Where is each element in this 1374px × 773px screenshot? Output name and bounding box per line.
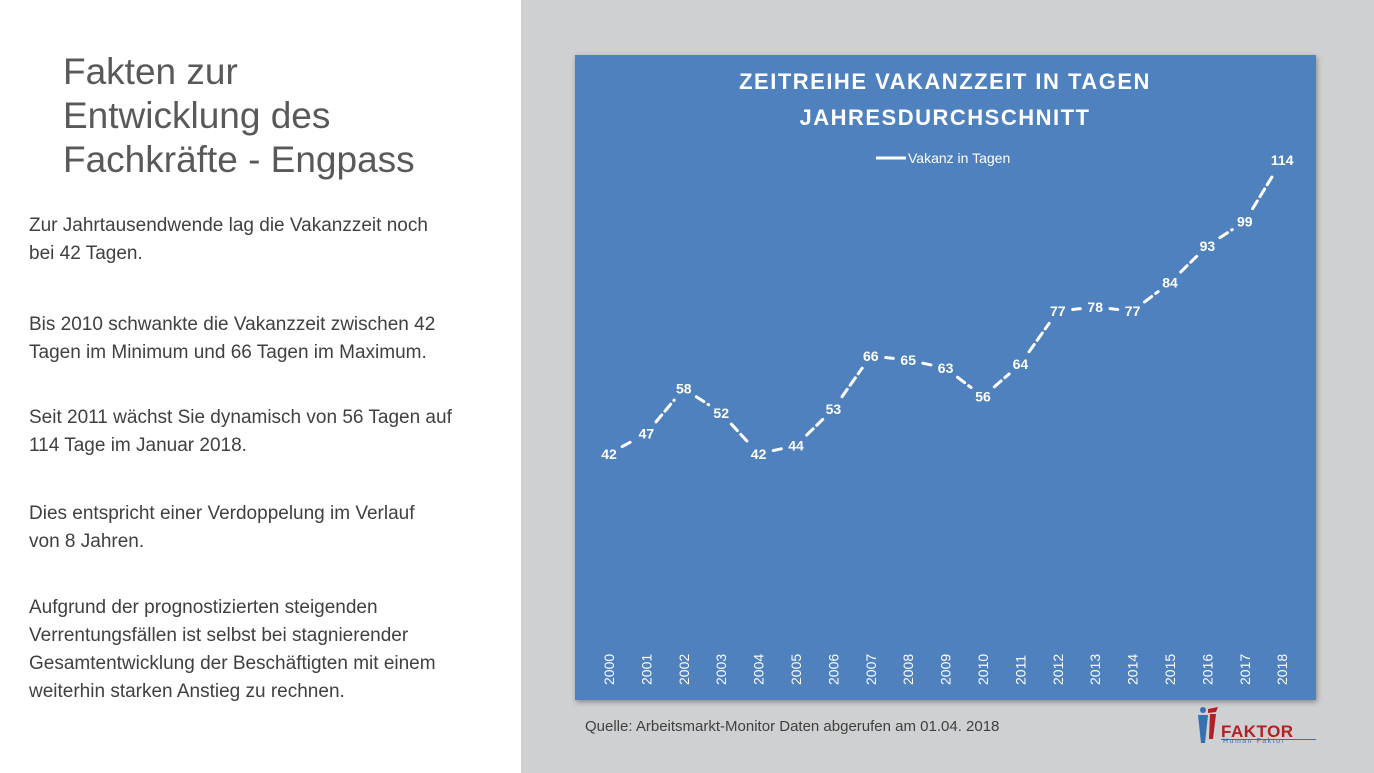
line-segment-2013-2014 (1108, 307, 1120, 311)
paragraph-line: Gesamtentwicklung der Beschäftigten mit … (29, 653, 436, 674)
logo-wordmark: FAKTOR (1221, 722, 1294, 741)
line-segment-2017-2018 (1251, 171, 1276, 211)
x-tick-label-2015: 2015 (1162, 654, 1178, 685)
line-segment-2007-2008 (884, 356, 895, 360)
chart-subtitle: JAHRESDURCHSCHNITT (799, 105, 1090, 130)
data-label-2008: 65 (900, 352, 916, 368)
paragraph-line: Tagen im Minimum und 66 Tagen im Maximum… (29, 342, 427, 363)
x-tick-label-2014: 2014 (1125, 654, 1141, 685)
slide-title-line: Fachkräfte - Engpass (63, 139, 415, 180)
x-tick-label-2007: 2007 (863, 654, 879, 685)
x-tick-label-2017: 2017 (1237, 654, 1253, 685)
paragraph-line: Dies entspricht einer Verdoppelung im Ve… (29, 503, 415, 524)
paragraph-line: weiterhin starken Anstieg zu rechnen. (29, 681, 345, 702)
x-tick-label-2011: 2011 (1012, 655, 1028, 685)
x-tick-label-2005: 2005 (788, 654, 804, 685)
data-label-2003: 52 (713, 405, 729, 421)
paragraph-line: von 8 Jahren. (29, 531, 145, 552)
data-label-2000: 42 (601, 446, 617, 462)
paragraph-prognose: Aufgrund der prognostizierten steigenden… (29, 594, 499, 706)
data-label-2011: 64 (1013, 356, 1029, 372)
x-tick-label-2012: 2012 (1050, 654, 1066, 685)
paragraph-line: 114 Tage im Januar 2018. (29, 435, 247, 456)
data-label-2012: 77 (1050, 303, 1066, 319)
line-segment-2009-2010 (956, 375, 973, 390)
paragraph-line: Zur Jahrtausendwende lag die Vakanzzeit … (29, 215, 428, 236)
data-label-2016: 93 (1200, 238, 1216, 254)
data-label-2009: 63 (938, 360, 954, 376)
paragraph-line: Verrentungsfällen ist selbst bei stagnie… (29, 625, 409, 646)
slide-title: Fakten zur Entwicklung des Fachkräfte - … (63, 50, 503, 182)
faktor-logo: FAKTOR Human Faktor (1196, 703, 1321, 749)
logo-tagline: Human Faktor (1223, 738, 1286, 745)
line-chart: ZEITREIHE VAKANZZEIT IN TAGEN JAHRESDURC… (601, 69, 1294, 685)
line-segment-2010-2011 (992, 372, 1011, 389)
line-segment-2012-2013 (1071, 307, 1082, 311)
x-tick-label-2009: 2009 (938, 654, 954, 685)
line-segment-2015-2016 (1179, 254, 1199, 274)
line-segment-2001-2002 (654, 398, 676, 424)
paragraph-verdoppelung: Dies entspricht einer Verdoppelung im Ve… (29, 500, 499, 556)
x-tick-label-2000: 2000 (601, 654, 617, 685)
line-segment-2004-2005 (771, 447, 783, 453)
line-segment-2003-2004 (729, 422, 750, 445)
x-axis-tick-labels: 2000 2001 2002 2003 2004 2005 2006 2007 2008 2009… (601, 654, 1290, 685)
data-label-2001: 47 (639, 425, 655, 441)
x-tick-label-2003: 2003 (713, 654, 729, 685)
paragraph-schwankung-2010: Bis 2010 schwankte die Vakanzzeit zwisch… (29, 311, 499, 367)
x-tick-label-2013: 2013 (1087, 654, 1103, 685)
line-segment-2008-2009 (921, 361, 933, 367)
source-note: Quelle: Arbeitsmarkt-Monitor Daten abger… (585, 718, 1000, 735)
text-panel: Fakten zur Entwicklung des Fachkräfte - … (0, 0, 521, 773)
paragraph-line: Bis 2010 schwankte die Vakanzzeit zwisch… (29, 314, 436, 335)
legend-label: Vakanz in Tagen (908, 150, 1010, 166)
logo-divider (1221, 739, 1316, 740)
data-label-2004: 42 (751, 446, 767, 462)
data-label-2006: 53 (826, 401, 842, 417)
line-segment-2000-2001 (620, 439, 635, 449)
data-label-2013: 78 (1087, 299, 1103, 315)
data-label-2002: 58 (676, 381, 692, 397)
x-tick-label-2010: 2010 (975, 654, 991, 685)
data-label-2005: 44 (788, 438, 804, 454)
slide-title-line: Fakten zur (63, 51, 238, 92)
legend: Vakanz in Tagen (876, 150, 1010, 166)
x-tick-label-2008: 2008 (900, 654, 916, 685)
x-tick-label-2016: 2016 (1199, 654, 1215, 685)
chart-container: ZEITREIHE VAKANZZEIT IN TAGEN JAHRESDURC… (575, 55, 1316, 700)
line-segment-2002-2003 (694, 395, 711, 407)
data-labels: 42 47 58 52 42 44 53 66 65 63 56 64 77 78 77 84 93 99 114 (601, 152, 1293, 462)
x-tick-label-2018: 2018 (1274, 654, 1290, 685)
paragraph-vakanzzeit-2000: Zur Jahrtausendwende lag die Vakanzzeit … (29, 212, 499, 268)
paragraph-line: bei 42 Tagen. (29, 243, 143, 264)
line-segment-2005-2006 (805, 417, 825, 437)
line-segment-2006-2007 (840, 366, 864, 399)
data-label-2015: 84 (1162, 275, 1178, 291)
x-tick-label-2001: 2001 (638, 654, 654, 685)
data-label-2007: 66 (863, 348, 879, 364)
series-line-vakanz (620, 171, 1276, 453)
human-figure-logo-icon (1198, 707, 1218, 743)
x-tick-label-2004: 2004 (751, 654, 767, 685)
line-segment-2011-2012 (1027, 321, 1051, 354)
data-label-2010: 56 (975, 389, 991, 405)
line-segment-2014-2015 (1143, 290, 1160, 304)
x-tick-label-2002: 2002 (676, 654, 692, 685)
paragraph-line: Aufgrund der prognostizierten steigenden (29, 597, 378, 618)
data-label-2017: 99 (1237, 213, 1253, 229)
data-label-2014: 77 (1125, 303, 1141, 319)
paragraph-wachstum-2011: Seit 2011 wächst Sie dynamisch von 56 Ta… (29, 404, 499, 460)
chart-title: ZEITREIHE VAKANZZEIT IN TAGEN (739, 69, 1151, 94)
slide-title-line: Entwicklung des (63, 95, 331, 136)
data-label-2018: 114 (1271, 152, 1294, 168)
drop-lines (608, 180, 1283, 625)
x-tick-label-2006: 2006 (825, 654, 841, 685)
paragraph-line: Seit 2011 wächst Sie dynamisch von 56 Ta… (29, 407, 452, 428)
line-segment-2016-2017 (1218, 228, 1234, 240)
